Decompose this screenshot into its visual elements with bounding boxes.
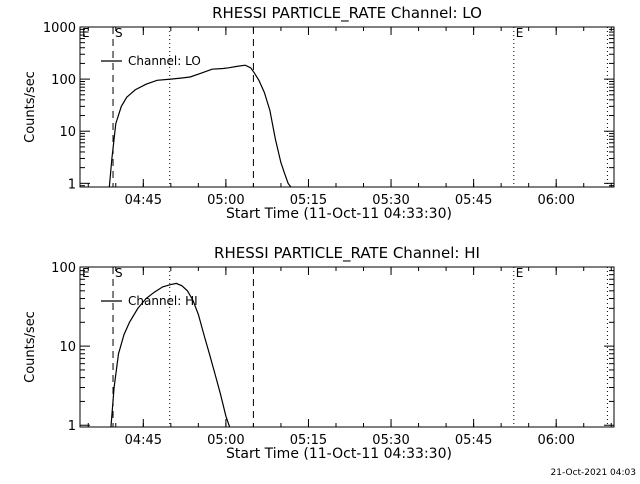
marker-label: E bbox=[516, 26, 524, 40]
chart-panel-1: RHESSI PARTICLE_RATE Channel: LO 04:45 05:… bbox=[23, 4, 615, 222]
y-tick-label: 1 bbox=[68, 419, 76, 434]
y-tick-label: 10 bbox=[59, 340, 76, 355]
x-tick-label: 05:30 bbox=[372, 193, 409, 208]
footer-timestamp: 21-Oct-2021 04:03 bbox=[550, 468, 636, 478]
series-line bbox=[110, 282, 231, 427]
y-tick-label: 10 bbox=[59, 125, 76, 140]
legend-label: Channel: HI bbox=[128, 294, 198, 308]
x-tick-label: 05:00 bbox=[207, 193, 244, 208]
series-line bbox=[108, 64, 292, 187]
y-axis-label: Counts/sec bbox=[23, 311, 38, 383]
chart-title: RHESSI PARTICLE_RATE Channel: LO bbox=[212, 4, 482, 23]
x-tick-label: 06:00 bbox=[537, 433, 574, 448]
y-tick-label: 1000 bbox=[43, 21, 76, 36]
marker-label: E bbox=[516, 266, 524, 280]
x-axis-label: Start Time (11-Oct-11 04:33:30) bbox=[226, 206, 452, 222]
x-tick-label: 05:15 bbox=[290, 433, 327, 448]
x-tick-label: 05:15 bbox=[290, 193, 327, 208]
plot-frame bbox=[79, 266, 615, 428]
legend-label: Channel: LO bbox=[128, 54, 201, 68]
x-axis-label: Start Time (11-Oct-11 04:33:30) bbox=[226, 446, 452, 462]
x-tick-label: 05:45 bbox=[455, 433, 492, 448]
chart-panel-2: RHESSI PARTICLE_RATE Channel: HI 04:45 05:… bbox=[23, 244, 615, 462]
plot-frame bbox=[79, 26, 615, 188]
chart-title: RHESSI PARTICLE_RATE Channel: HI bbox=[214, 244, 480, 263]
x-tick-label: 06:00 bbox=[537, 193, 574, 208]
marker-label: S bbox=[115, 266, 123, 280]
x-tick-label: 05:45 bbox=[455, 193, 492, 208]
x-tick-label: 05:00 bbox=[207, 433, 244, 448]
x-tick-label: 04:45 bbox=[125, 193, 162, 208]
x-tick-label: 04:45 bbox=[125, 433, 162, 448]
marker-label: S bbox=[115, 26, 123, 40]
corner-marker-label: E bbox=[82, 26, 90, 40]
corner-marker-label: E bbox=[82, 266, 90, 280]
y-tick-label: 100 bbox=[51, 261, 76, 276]
y-axis-label: Counts/sec bbox=[23, 71, 38, 143]
y-tick-label: 1 bbox=[68, 177, 76, 192]
x-tick-label: 05:30 bbox=[372, 433, 409, 448]
y-tick-label: 100 bbox=[51, 73, 76, 88]
